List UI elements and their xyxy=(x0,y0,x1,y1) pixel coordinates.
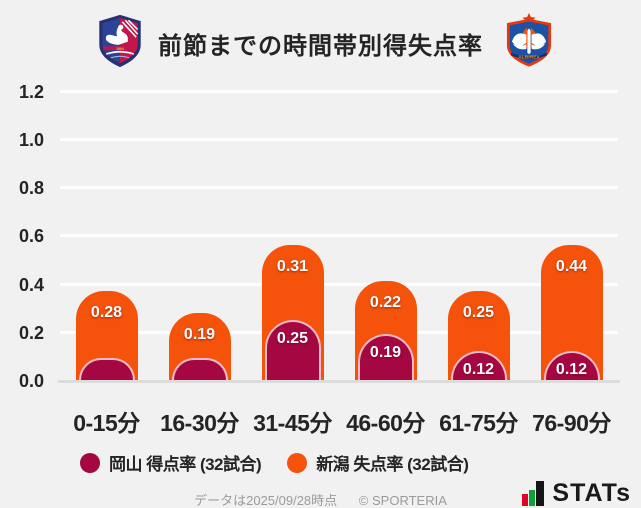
legend-label-okayama: 岡山 得点率 (32試合) xyxy=(109,455,262,474)
niigata-swatch-icon xyxy=(287,452,308,473)
bar-value-okayama-76-90分: 0.12 xyxy=(555,361,588,378)
stats-brand: STATs xyxy=(522,481,631,506)
gridline-0.6 xyxy=(60,234,618,237)
gridline-0.4 xyxy=(60,283,618,286)
y-tick-label: 1.0 xyxy=(18,129,44,150)
gridline-1.2 xyxy=(60,90,618,93)
albirex-niigata-logo: ALBIREX xyxy=(506,13,552,67)
bar-value-niigata-16-30分: 0.19 xyxy=(183,326,216,343)
legend-label-niigata: 新潟 失点率 (32試合) xyxy=(316,455,469,474)
x-label-61-75分: 61-75分 xyxy=(439,410,518,436)
y-tick-label: 0.0 xyxy=(18,370,44,391)
bar-value-niigata-31-45分: 0.31 xyxy=(276,258,309,275)
x-label-16-30分: 16-30分 xyxy=(160,410,239,436)
bar-value-niigata-46-60分: 0.22 xyxy=(369,294,402,311)
bar-okayama-46-60分 xyxy=(357,334,414,380)
x-axis-line xyxy=(58,380,620,383)
bar-value-okayama-31-45分: 0.25 xyxy=(276,330,309,347)
gridline-0.8 xyxy=(60,186,618,189)
y-tick-label: 0.6 xyxy=(18,225,44,246)
bar-value-niigata-61-75分: 0.25 xyxy=(462,304,495,321)
stats-brand-text: STATs xyxy=(552,479,631,508)
bar-value-niigata-76-90分: 0.44 xyxy=(555,258,588,275)
svg-text:1904: 1904 xyxy=(116,47,124,51)
x-label-76-90分: 76-90分 xyxy=(532,410,611,436)
bar-value-okayama-46-60分: 0.19 xyxy=(369,344,402,361)
gridline-0.2 xyxy=(60,331,618,334)
svg-text:ALBIREX: ALBIREX xyxy=(518,54,540,60)
legend-item-okayama: 岡山 得点率 (32試合) xyxy=(80,450,262,475)
data-date-text: データは2025/09/28時点 xyxy=(194,493,338,508)
y-tick-label: 0.2 xyxy=(18,322,44,343)
stats-bar-icon xyxy=(522,481,545,506)
bar-okayama-31-45分 xyxy=(264,320,321,380)
fagiano-okayama-logo: 1904 xyxy=(99,14,141,68)
gridline-1.0 xyxy=(60,138,618,141)
data-source-note: データは2025/09/28時点 © SPORTERIA xyxy=(0,490,641,508)
y-tick-label: 0.4 xyxy=(18,274,44,295)
copyright-text: © SPORTERIA xyxy=(358,493,447,508)
legend-item-niigata: 新潟 失点率 (32試合) xyxy=(287,450,469,475)
x-axis-labels: 0-15分 16-30分 31-45分 46-60分 61-75分 76-90分 xyxy=(60,404,618,438)
page-title: 前節までの時間帯別得失点率 xyxy=(158,33,483,60)
okayama-swatch-icon xyxy=(80,452,100,473)
chart-legend: 岡山 得点率 (32試合) 新潟 失点率 (32試合) xyxy=(80,450,469,475)
x-label-31-45分: 31-45分 xyxy=(253,410,332,436)
bar-value-okayama-61-75分: 0.12 xyxy=(462,361,495,378)
x-label-0-15分: 0-15分 xyxy=(73,410,140,436)
y-tick-label: 1.2 xyxy=(18,81,44,102)
y-tick-label: 0.8 xyxy=(18,177,44,198)
x-label-46-60分: 46-60分 xyxy=(346,410,425,436)
bar-value-niigata-0-15分: 0.28 xyxy=(90,304,123,321)
